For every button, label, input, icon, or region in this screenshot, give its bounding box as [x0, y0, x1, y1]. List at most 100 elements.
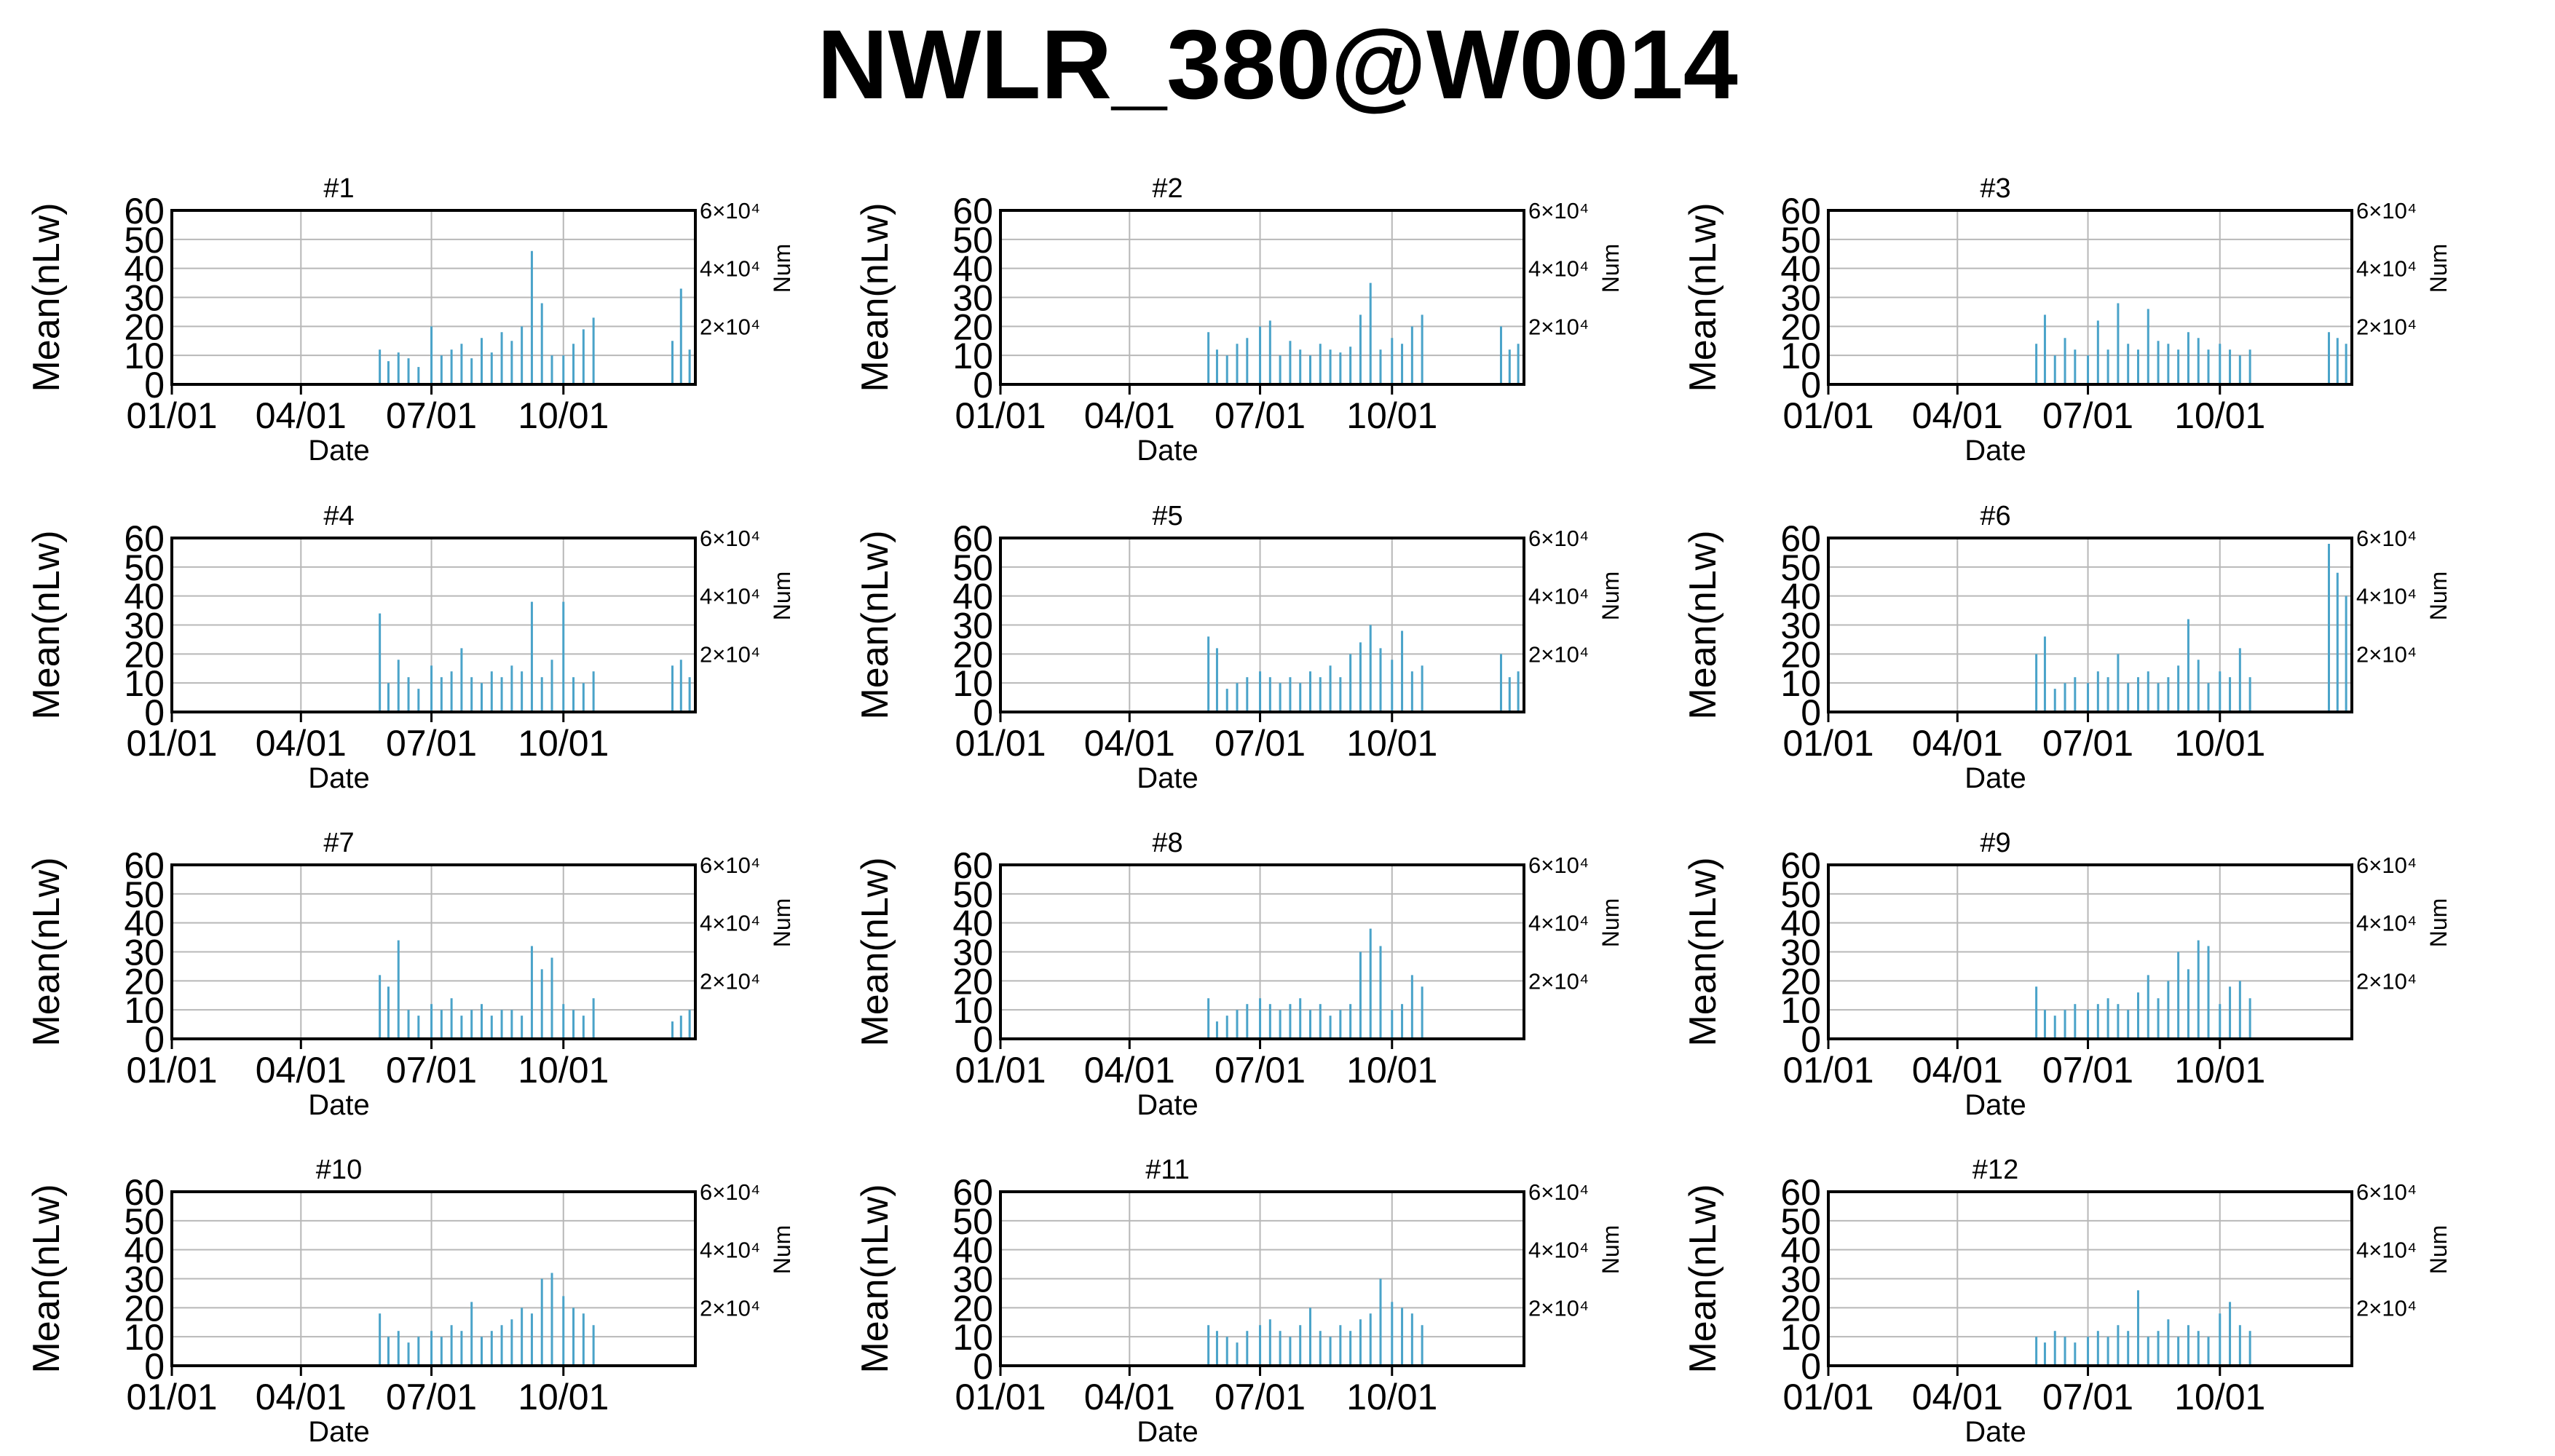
y-tick-label: 30: [952, 278, 993, 319]
panel-title: #6: [1980, 501, 2010, 531]
y-tick-label: 60: [124, 191, 165, 232]
plot-frame: [999, 1190, 1525, 1367]
y2-axis-label: Num: [1598, 244, 1624, 293]
y-tick-label: 60: [952, 518, 993, 559]
y-tick-label: 30: [124, 1259, 165, 1300]
y-tick-label: 40: [124, 1230, 165, 1271]
y2-tick-label: 6×10⁴: [700, 852, 760, 878]
x-axis-label: Date: [1137, 435, 1198, 467]
y2-tick-label: 2×10⁴: [1528, 314, 1589, 339]
x-tick-label: 04/01: [1912, 395, 2003, 436]
x-tick-label: 01/01: [955, 1050, 1046, 1091]
y-tick-label: 40: [124, 577, 165, 617]
y-tick-label: 30: [124, 606, 165, 646]
x-tick-label: 04/01: [1084, 723, 1175, 764]
y-tick-label: 30: [1780, 278, 1821, 319]
y-tick-label: 10: [952, 1317, 993, 1358]
y-tick-label: 30: [952, 1259, 993, 1300]
panel-title: #8: [1152, 828, 1182, 858]
y-tick-label: 40: [1780, 1230, 1821, 1271]
x-axis-label: Date: [308, 1089, 370, 1121]
x-axis-label: Date: [1137, 1089, 1198, 1121]
y-tick-label: 0: [1801, 365, 1821, 405]
y2-tick-label: 6×10⁴: [2356, 852, 2417, 878]
x-tick-label: 07/01: [1215, 1050, 1306, 1091]
plot-frame: [170, 1190, 697, 1367]
y2-tick-label: 2×10⁴: [1528, 1295, 1589, 1321]
y2-axis-label: Num: [769, 571, 795, 621]
x-tick-label: 01/01: [126, 395, 217, 436]
y-tick-label: 10: [124, 663, 165, 704]
y-tick-label: 50: [952, 220, 993, 261]
y-tick-label: 30: [124, 933, 165, 973]
y-tick-label: 10: [1780, 1317, 1821, 1358]
y-tick-label: 50: [1780, 220, 1821, 261]
panel-title: #3: [1980, 173, 2010, 204]
x-tick-label: 04/01: [256, 395, 347, 436]
y2-tick-label: 6×10⁴: [2356, 1179, 2417, 1205]
y2-axis-label: Num: [769, 244, 795, 293]
x-axis-label: Date: [1964, 1089, 2026, 1121]
x-tick-label: 10/01: [2174, 395, 2265, 436]
y-tick-label: 20: [124, 306, 165, 347]
x-tick-label: 10/01: [518, 395, 609, 436]
panel-title: #2: [1152, 173, 1182, 204]
x-tick-label: 10/01: [1346, 1050, 1437, 1091]
y-tick-label: 40: [952, 1230, 993, 1271]
x-tick-label: 07/01: [1215, 1377, 1306, 1417]
y-tick-label: 50: [952, 874, 993, 915]
y2-tick-label: 4×10⁴: [700, 911, 760, 936]
y2-tick-label: 4×10⁴: [700, 256, 760, 282]
x-tick-label: 01/01: [955, 1377, 1046, 1417]
y2-axis-label: Num: [769, 1225, 795, 1275]
y-tick-label: 10: [124, 990, 165, 1031]
y-tick-label: 20: [1780, 634, 1821, 675]
y2-axis-label: Num: [1598, 898, 1624, 948]
y2-axis-label: Num: [1598, 1225, 1624, 1275]
y-tick-label: 20: [952, 1288, 993, 1329]
x-tick-label: 04/01: [1912, 723, 2003, 764]
y-axis-label: Mean(nLw): [1682, 1184, 1724, 1373]
panel-title: #12: [1972, 1155, 2018, 1185]
y-tick-label: 20: [1780, 1288, 1821, 1329]
y2-tick-label: 4×10⁴: [2356, 1238, 2417, 1263]
y-tick-label: 0: [973, 365, 993, 405]
x-tick-label: 01/01: [1782, 395, 1873, 436]
x-tick-label: 07/01: [1215, 395, 1306, 436]
y-tick-label: 0: [973, 1019, 993, 1060]
y-axis-label: Mean(nLw): [25, 1184, 68, 1373]
y-axis-label: Mean(nLw): [854, 1184, 896, 1373]
y-axis-label: Mean(nLw): [1682, 530, 1724, 719]
y-tick-label: 20: [124, 1288, 165, 1329]
x-tick-label: 04/01: [1084, 395, 1175, 436]
x-tick-label: 01/01: [955, 395, 1046, 436]
panel-title: #10: [316, 1155, 362, 1185]
y-tick-label: 0: [144, 692, 165, 733]
x-tick-label: 10/01: [518, 1377, 609, 1417]
y-tick-label: 40: [124, 903, 165, 944]
y-tick-label: 0: [973, 1346, 993, 1387]
y-tick-label: 50: [1780, 874, 1821, 915]
plot-frame: [999, 209, 1525, 386]
plot-frame: [999, 863, 1525, 1040]
y-tick-label: 60: [1780, 1172, 1821, 1213]
y2-axis-label: Num: [1598, 571, 1624, 621]
y-tick-label: 40: [124, 249, 165, 290]
y2-tick-label: 4×10⁴: [1528, 256, 1589, 282]
y2-tick-label: 6×10⁴: [1528, 198, 1589, 223]
y2-axis-label: Num: [2425, 244, 2452, 293]
y-tick-label: 0: [144, 365, 165, 405]
y-tick-label: 60: [1780, 191, 1821, 232]
y-tick-label: 30: [952, 933, 993, 973]
y-tick-label: 20: [952, 306, 993, 347]
x-axis-label: Date: [308, 1416, 370, 1448]
y-axis-label: Mean(nLw): [25, 202, 68, 392]
y2-tick-label: 4×10⁴: [2356, 911, 2417, 936]
x-tick-label: 10/01: [1346, 1377, 1437, 1417]
y-tick-label: 0: [1801, 1019, 1821, 1060]
